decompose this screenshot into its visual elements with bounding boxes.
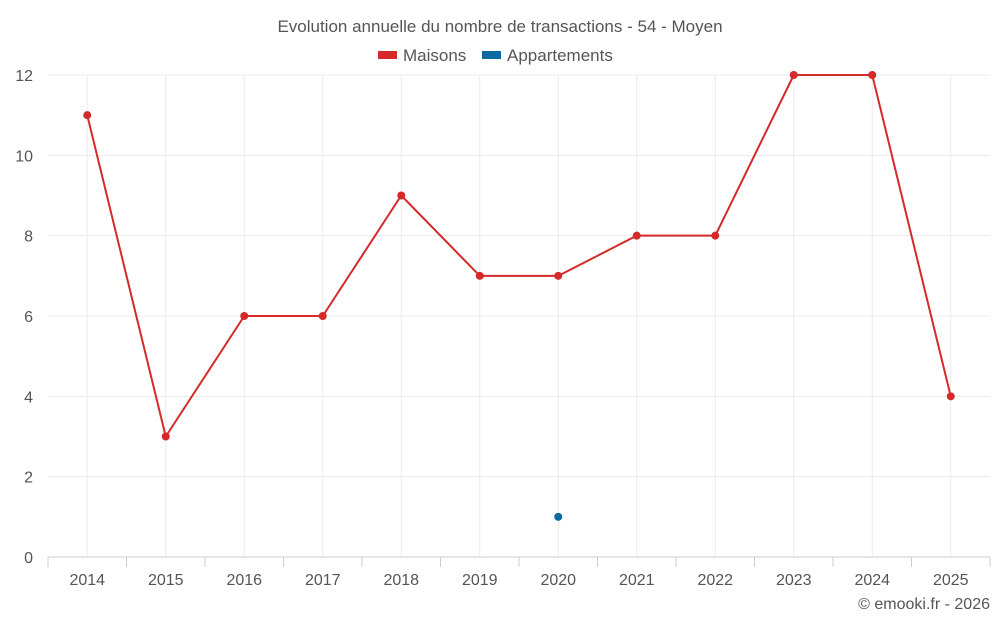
legend: Maisons Appartements xyxy=(378,46,613,65)
data-point-maisons-2017[interactable] xyxy=(318,312,327,320)
y-tick-label: 10 xyxy=(15,148,33,165)
chart-title: Evolution annuelle du nombre de transact… xyxy=(277,17,722,36)
legend-item-maisons[interactable]: Maisons xyxy=(378,46,466,65)
x-tick-label: 2017 xyxy=(305,572,341,589)
x-tick-label: 2025 xyxy=(933,572,969,589)
x-tick-label: 2023 xyxy=(776,572,812,589)
x-tick-label: 2024 xyxy=(854,572,890,589)
x-tick-label: 2019 xyxy=(462,572,498,589)
y-tick-label: 6 xyxy=(24,309,33,326)
x-tick-label: 2015 xyxy=(148,572,184,589)
data-point-maisons-2018[interactable] xyxy=(397,191,406,200)
x-tick-label: 2018 xyxy=(383,572,419,589)
data-point-maisons-2021[interactable] xyxy=(632,231,641,240)
y-tick-label: 0 xyxy=(24,550,33,567)
axes: 0 2 4 6 8 10 12 2014 2015 2016 2017 2018 2019 2020 202… xyxy=(15,68,991,589)
series xyxy=(83,71,955,521)
y-tick-label: 8 xyxy=(24,229,33,246)
x-tick-label: 2014 xyxy=(69,572,105,589)
data-point-maisons-2020[interactable] xyxy=(554,271,563,280)
data-point-maisons-2014[interactable] xyxy=(83,111,92,120)
data-point-maisons-2019[interactable] xyxy=(475,271,484,280)
legend-label-maisons: Maisons xyxy=(403,46,466,65)
y-tick-label: 12 xyxy=(15,68,33,85)
y-tick-label: 2 xyxy=(24,470,33,487)
data-point-maisons-2015[interactable] xyxy=(161,432,170,441)
data-point-maisons-2023[interactable] xyxy=(789,71,798,79)
grid xyxy=(48,74,990,557)
data-point-maisons-2016[interactable] xyxy=(240,312,249,320)
x-tick-label: 2020 xyxy=(540,572,576,589)
legend-label-appartements: Appartements xyxy=(507,46,613,65)
credit-text: © emooki.fr - 2026 xyxy=(858,596,990,613)
legend-swatch-maisons xyxy=(378,51,397,59)
legend-swatch-appartements xyxy=(482,51,501,59)
x-tick-label: 2022 xyxy=(697,572,733,589)
series-line-maisons xyxy=(86,74,952,438)
legend-item-appartements[interactable]: Appartements xyxy=(482,46,613,65)
data-point-maisons-2024[interactable] xyxy=(868,71,877,79)
x-tick-label: 2016 xyxy=(226,572,262,589)
data-point-maisons-2022[interactable] xyxy=(711,231,720,240)
y-tick-label: 4 xyxy=(24,389,33,406)
x-tick-label: 2021 xyxy=(619,572,655,589)
data-point-appartements-2020[interactable] xyxy=(554,512,563,521)
data-point-maisons-2025[interactable] xyxy=(946,392,955,401)
